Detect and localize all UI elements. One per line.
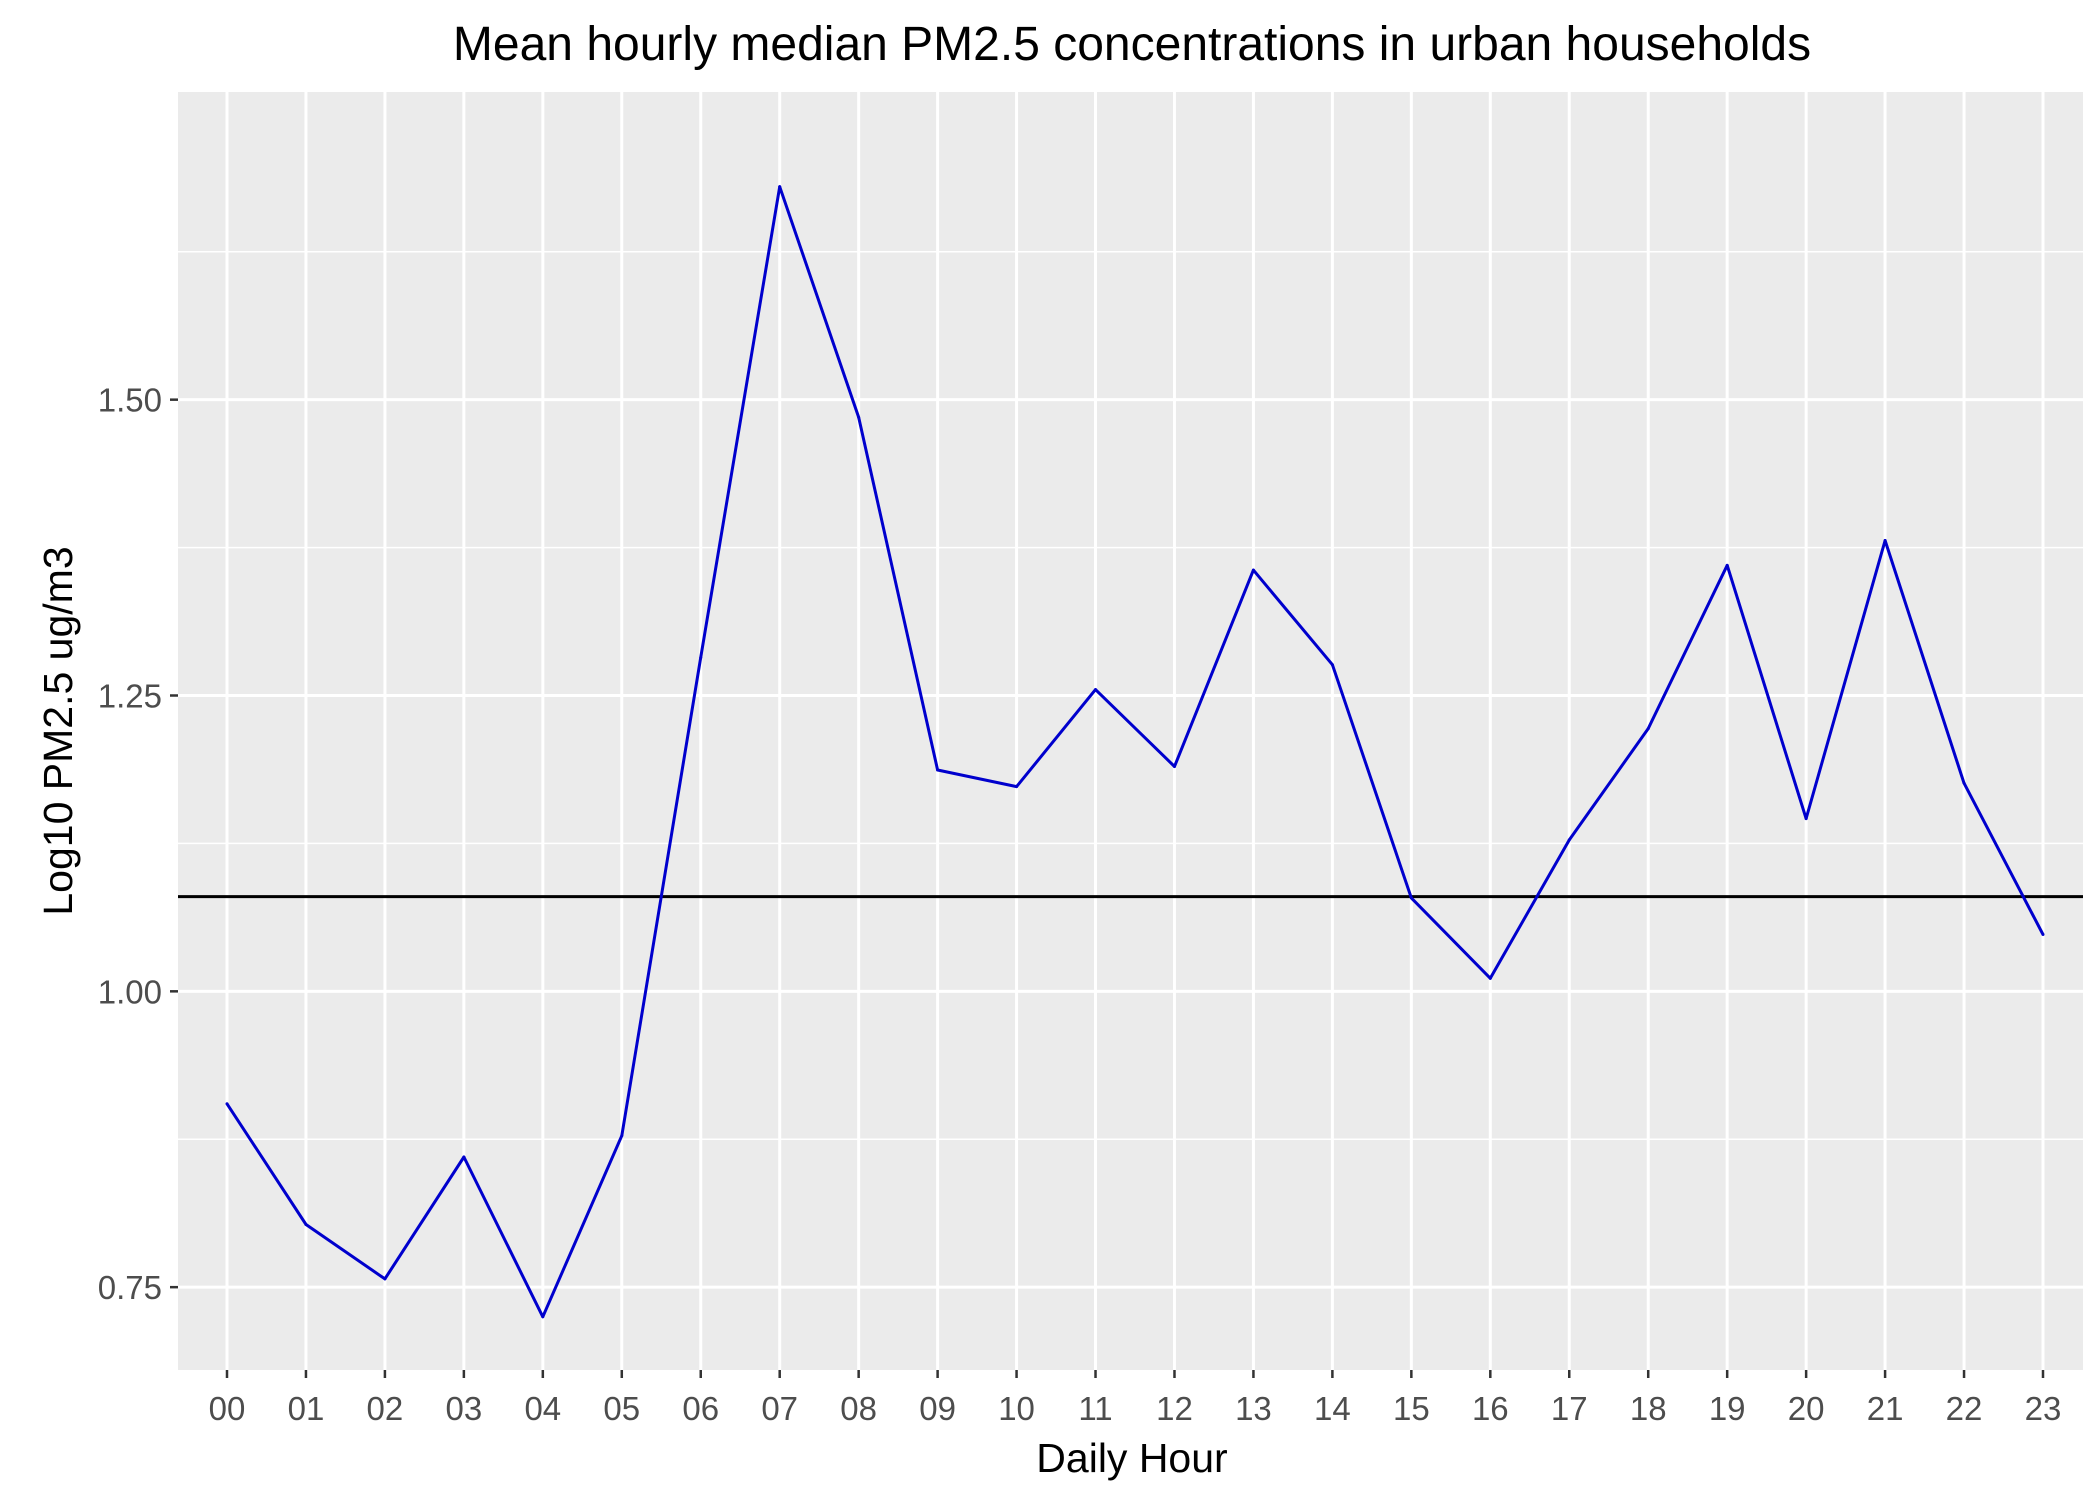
x-tick-label: 02 (367, 1390, 404, 1427)
data-point (1962, 781, 1966, 785)
data-point (541, 1315, 545, 1319)
plot-panel (178, 92, 2083, 1370)
data-point (1172, 765, 1176, 768)
series-line (225, 185, 2045, 1319)
x-tick-label: 03 (446, 1390, 483, 1427)
data-point (1725, 563, 1729, 567)
x-tick-label: 08 (840, 1390, 877, 1427)
y-axis-title: Log10 PM2.5 ug/m3 (35, 546, 81, 915)
data-point (620, 1134, 624, 1138)
x-tick-label: 18 (1630, 1390, 1667, 1427)
chart-title: Mean hourly median PM2.5 concentrations … (453, 18, 1811, 71)
data-point (1646, 727, 1650, 731)
data-point (1488, 976, 1492, 980)
x-tick-label: 06 (682, 1390, 719, 1427)
series-layer (225, 185, 2045, 1319)
data-point (1015, 785, 1019, 789)
x-tick-label: 14 (1314, 1390, 1351, 1427)
x-tick-label: 13 (1235, 1390, 1272, 1427)
y-tick-label: 1.00 (98, 973, 162, 1010)
data-point (1804, 817, 1808, 821)
x-tick-label: 19 (1709, 1390, 1746, 1427)
data-point (857, 415, 861, 419)
x-tick-label: 16 (1472, 1390, 1509, 1427)
x-tick-label: 11 (1078, 1390, 1112, 1427)
data-point (462, 1155, 466, 1159)
y-tick-label: 1.25 (98, 678, 162, 715)
data-point (1330, 663, 1334, 667)
x-tick-label: 12 (1156, 1390, 1193, 1427)
data-point (1409, 896, 1413, 900)
y-tick-label: 1.50 (98, 382, 162, 419)
data-point (2041, 933, 2045, 937)
data-point (1567, 838, 1571, 842)
data-point (383, 1277, 387, 1281)
data-point (936, 768, 940, 772)
x-tick-label: 15 (1393, 1390, 1430, 1427)
data-point (304, 1222, 308, 1226)
data-point (778, 185, 782, 189)
minor-gridlines (178, 251, 2083, 1140)
x-tick-label: 01 (288, 1390, 325, 1427)
x-axis-ticks: 00 01 02 03 04 05 06 07 08 09 10 11 12 13 14 15 16 17 18 19… (209, 1370, 2062, 1427)
x-tick-label: 17 (1551, 1390, 1588, 1427)
major-gridlines (178, 92, 2083, 1370)
data-point (225, 1102, 229, 1106)
x-tick-label: 07 (761, 1390, 798, 1427)
x-axis-title: Daily Hour (1036, 1435, 1227, 1481)
x-tick-label: 21 (1867, 1390, 1904, 1427)
y-axis-ticks: 0.75 1.00 1.25 1.50 (98, 382, 178, 1306)
data-point (1883, 538, 1887, 542)
data-point (1251, 568, 1255, 572)
x-tick-label: 09 (919, 1390, 956, 1427)
y-tick-label: 0.75 (98, 1269, 162, 1306)
x-tick-label: 22 (1946, 1390, 1983, 1427)
x-tick-label: 20 (1788, 1390, 1825, 1427)
data-point (1094, 688, 1098, 692)
data-point (699, 656, 703, 660)
x-tick-label: 10 (998, 1390, 1035, 1427)
x-tick-label: 04 (524, 1390, 561, 1427)
x-tick-label: 23 (2025, 1390, 2062, 1427)
x-tick-label: 00 (209, 1390, 246, 1427)
x-tick-label: 05 (603, 1390, 640, 1427)
